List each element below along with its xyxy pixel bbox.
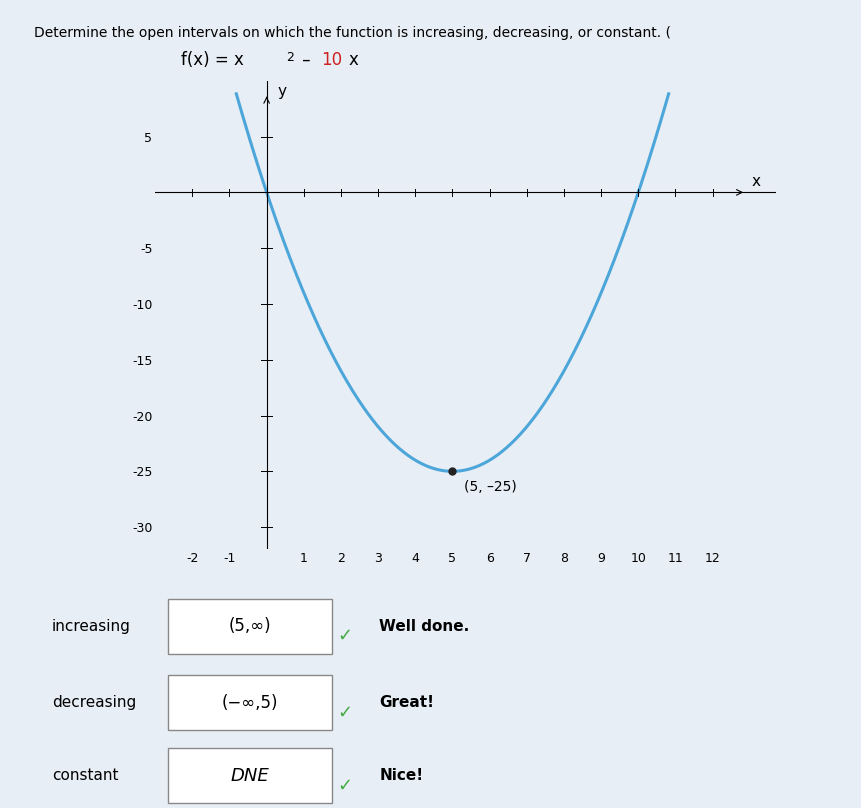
Text: 10: 10 [321, 51, 343, 69]
Text: –: – [296, 51, 315, 69]
Text: DNE: DNE [231, 767, 269, 785]
Text: (5,∞): (5,∞) [228, 617, 271, 635]
Text: Nice!: Nice! [379, 768, 423, 783]
Text: constant: constant [52, 768, 118, 783]
Text: x: x [751, 174, 759, 189]
Text: y: y [277, 84, 287, 99]
Text: (−∞,5): (−∞,5) [221, 694, 278, 712]
Text: Well done.: Well done. [379, 619, 469, 633]
Text: x: x [348, 51, 357, 69]
Text: 2: 2 [286, 51, 294, 64]
Text: Determine the open intervals on which the function is increasing, decreasing, or: Determine the open intervals on which th… [34, 26, 671, 40]
Text: ✓: ✓ [337, 776, 352, 794]
Text: (5, –25): (5, –25) [463, 480, 516, 494]
Text: Great!: Great! [379, 696, 434, 710]
Text: increasing: increasing [52, 619, 131, 633]
Text: ✓: ✓ [337, 627, 352, 645]
Text: f(x) = x: f(x) = x [181, 51, 244, 69]
Text: ✓: ✓ [337, 704, 352, 722]
Text: decreasing: decreasing [52, 696, 136, 710]
